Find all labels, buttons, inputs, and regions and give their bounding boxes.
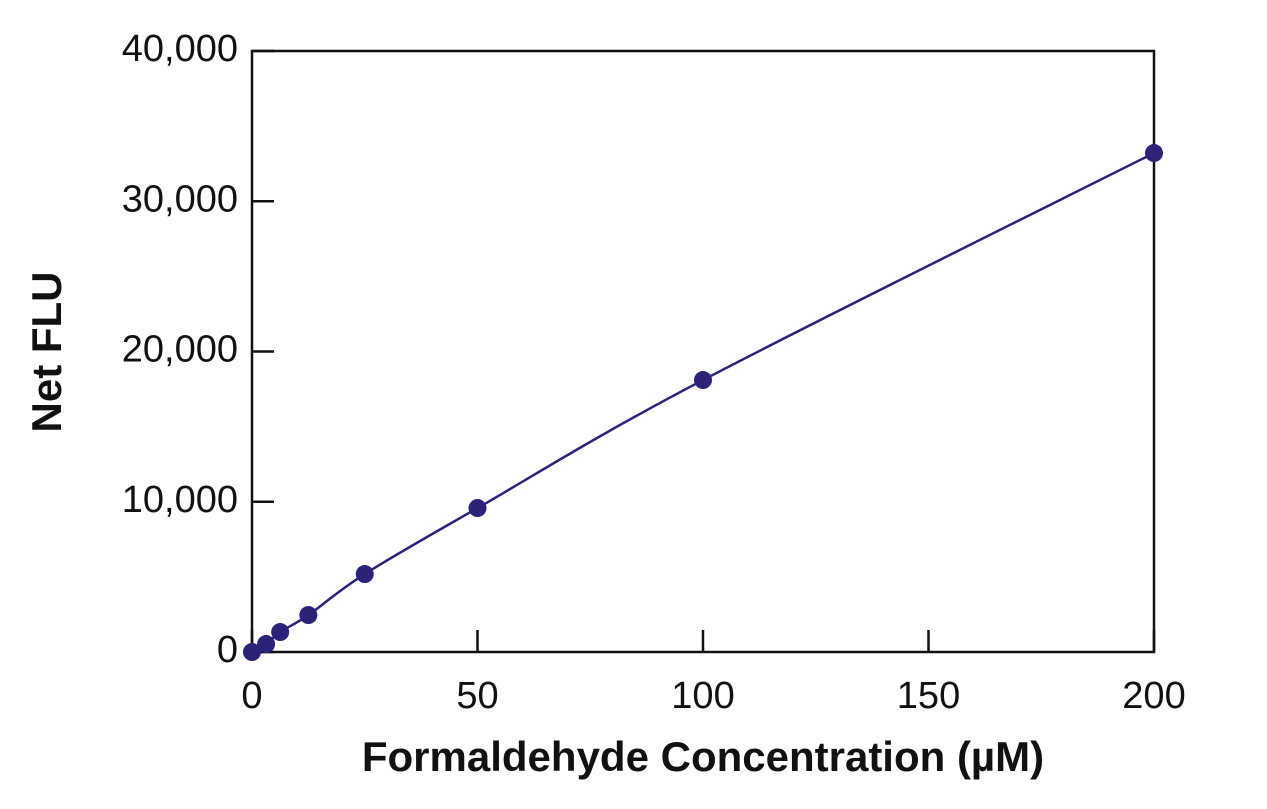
x-tick-label: 100 (671, 675, 734, 717)
data-point (243, 643, 261, 661)
x-tick-label: 150 (897, 675, 960, 717)
plot-frame (250, 49, 1156, 654)
fit-line (251, 151, 1155, 654)
x-tick-label: 50 (456, 675, 498, 717)
y-tick-label: 30,000 (122, 178, 238, 220)
x-tick-label: 200 (1122, 675, 1185, 717)
y-axis-title: Net FLU (23, 272, 70, 433)
data-point (271, 623, 290, 642)
y-tick-label: 0 (217, 629, 238, 671)
y-tick-label: 10,000 (122, 479, 238, 521)
y-tick-label: 40,000 (122, 28, 238, 70)
x-axis-title: Formaldehyde Concentration (µM) (362, 733, 1044, 780)
data-point (299, 606, 318, 625)
data-point (1145, 144, 1163, 163)
data-point (468, 499, 487, 518)
data-point (355, 565, 374, 584)
x-tick-label: 0 (241, 675, 262, 717)
data-point (257, 635, 276, 654)
y-tick-label: 20,000 (122, 329, 238, 371)
data-point (694, 371, 712, 390)
